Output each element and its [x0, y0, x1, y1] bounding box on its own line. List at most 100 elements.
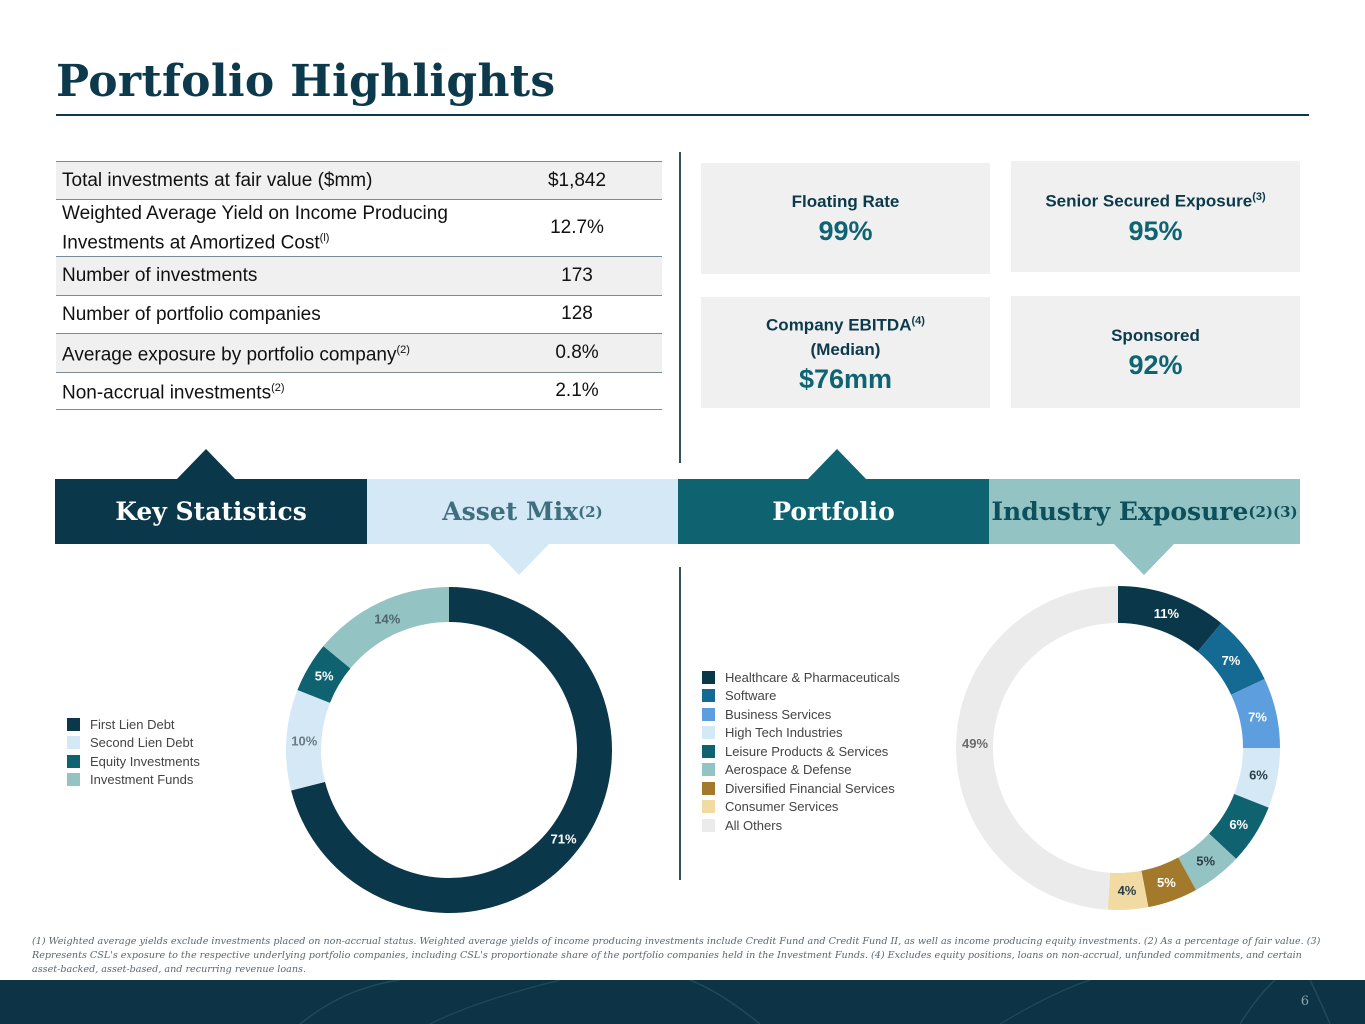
donut-data-label: 6%: [1229, 817, 1248, 832]
donut-data-label: 5%: [1196, 853, 1215, 868]
legend-item: Second Lien Debt: [67, 734, 200, 753]
metric-label: Senior Secured Exposure(3): [1045, 191, 1266, 211]
donut-data-label: 49%: [962, 736, 988, 751]
floating-rate-card: Floating Rate 99%: [701, 163, 990, 274]
donut-slice: [1141, 857, 1197, 908]
tab-industry-exposure: Industry Exposure (2)(3): [989, 479, 1300, 544]
page-number: 6: [1300, 994, 1309, 1009]
tab-key-statistics: Key Statistics: [55, 479, 367, 544]
stat-value: 173: [561, 264, 593, 286]
legend-swatch: [702, 726, 715, 740]
legend-swatch: [67, 717, 80, 731]
section-divider: [679, 567, 681, 880]
footnote-ref: (l): [319, 231, 330, 244]
stat-row-weighted-yield: Weighted Average Yield on Income Produci…: [56, 199, 662, 256]
footnote-ref: (2)(3): [1248, 502, 1298, 521]
stat-row-number-investments: Number of investments 173: [56, 256, 662, 295]
legend-item: Consumer Services: [702, 798, 900, 817]
metric-sublabel: (Median): [810, 340, 881, 360]
stat-row-average-exposure: Average exposure by portfolio company(2)…: [56, 333, 662, 372]
stat-label: Average exposure by portfolio company(2): [62, 344, 410, 366]
footnote-ref: (3): [1252, 191, 1266, 204]
legend-item: Diversified Financial Services: [702, 779, 900, 798]
donut-data-label: 10%: [291, 733, 317, 748]
donut-data-label: 7%: [1222, 653, 1241, 668]
industry-exposure-donut-chart: 11% 7% 7% 6% 6% 5% 5% 4% 49%: [956, 586, 1280, 910]
donut-data-label: 14%: [374, 611, 400, 626]
pointer-down-triangle: [1114, 544, 1174, 575]
footnote-ref: (2): [578, 502, 603, 521]
footnote: (1) Weighted average yields exclude inve…: [32, 936, 1321, 975]
asset-mix-legend: First Lien Debt Second Lien Debt Equity …: [67, 715, 200, 789]
metric-value: 95%: [1128, 215, 1183, 246]
metric-label: Floating Rate: [791, 192, 900, 211]
stat-value: 0.8%: [555, 341, 599, 363]
metric-value: 99%: [818, 216, 873, 246]
metric-label: Company EBITDA(4): [766, 314, 925, 335]
legend-item: Equity Investments: [67, 752, 200, 771]
title-divider: [56, 114, 1309, 116]
page-title: Portfolio Highlights: [56, 56, 556, 107]
donut-slice: [1209, 794, 1269, 859]
donut-slice: [1118, 586, 1222, 652]
donut-slice: [323, 587, 449, 669]
pointer-up-triangle: [176, 449, 236, 480]
legend-item: Software: [702, 687, 900, 706]
donut-data-label: 7%: [1248, 709, 1267, 724]
donut-data-label: 5%: [315, 669, 334, 684]
pointer-up-triangle: [807, 449, 867, 480]
donut-slice: [1107, 870, 1149, 910]
legend-swatch: [702, 800, 715, 814]
legend-swatch: [702, 781, 715, 795]
legend-swatch: [67, 736, 80, 750]
footnote-ref: (2): [271, 382, 285, 395]
legend-swatch: [702, 670, 715, 684]
donut-data-label: 11%: [1154, 606, 1180, 621]
legend-item: Leisure Products & Services: [702, 742, 900, 761]
stat-value: 12.7%: [550, 217, 604, 238]
metric-label: Sponsored: [1111, 325, 1200, 345]
legend-swatch: [702, 818, 715, 832]
stat-row-non-accrual: Non-accrual investments(2) 2.1%: [56, 371, 662, 410]
legend-item: All Others: [702, 816, 900, 835]
stat-label: Non-accrual investments(2): [62, 382, 285, 404]
asset-mix-donut-chart: 71% 10% 5% 14%: [286, 587, 612, 913]
donut-data-label: 4%: [1118, 883, 1137, 898]
stat-label: Number of investments: [62, 265, 258, 287]
legend-item: Healthcare & Pharmaceuticals: [702, 668, 900, 687]
donut-slice: [1197, 623, 1265, 695]
donut-data-label: 5%: [1157, 875, 1176, 890]
legend-item: High Tech Industries: [702, 724, 900, 743]
stat-value: 128: [561, 303, 593, 325]
legend-swatch: [702, 707, 715, 721]
legend-swatch: [702, 744, 715, 758]
footer-band: 6: [0, 980, 1365, 1024]
donut-data-label: 71%: [551, 831, 577, 846]
tab-asset-mix: Asset Mix (2): [367, 479, 678, 544]
legend-item: Business Services: [702, 705, 900, 724]
company-ebitda-card: Company EBITDA(4) (Median) $76mm: [701, 297, 990, 408]
legend-item: Investment Funds: [67, 771, 200, 790]
pointer-down-triangle: [489, 544, 549, 575]
stat-row-total-investments: Total investments at fair value ($mm) $1…: [56, 161, 662, 199]
footnote-ref: (2): [396, 344, 410, 357]
stat-label: Number of portfolio companies: [62, 303, 321, 325]
legend-item: Aerospace & Defense: [702, 761, 900, 780]
metric-value: $76mm: [798, 364, 893, 395]
donut-slice: [286, 689, 330, 791]
stat-value: $1,842: [547, 169, 607, 191]
donut-slice: [297, 646, 351, 703]
stat-row-number-companies: Number of portfolio companies 128: [56, 294, 662, 334]
donut-slice: [1234, 748, 1280, 808]
donut-data-label: 6%: [1249, 767, 1268, 782]
legend-swatch: [702, 689, 715, 703]
donut-slice: [1178, 833, 1237, 890]
metric-value: 92%: [1128, 349, 1183, 380]
section-divider: [679, 152, 681, 463]
legend-item: First Lien Debt: [67, 715, 200, 734]
legend-swatch: [67, 773, 80, 787]
stat-label: Weighted Average Yield on Income Produci…: [62, 202, 448, 254]
stat-value: 2.1%: [555, 379, 599, 401]
donut-slice: [1231, 679, 1280, 748]
donut-slice: [956, 586, 1118, 910]
